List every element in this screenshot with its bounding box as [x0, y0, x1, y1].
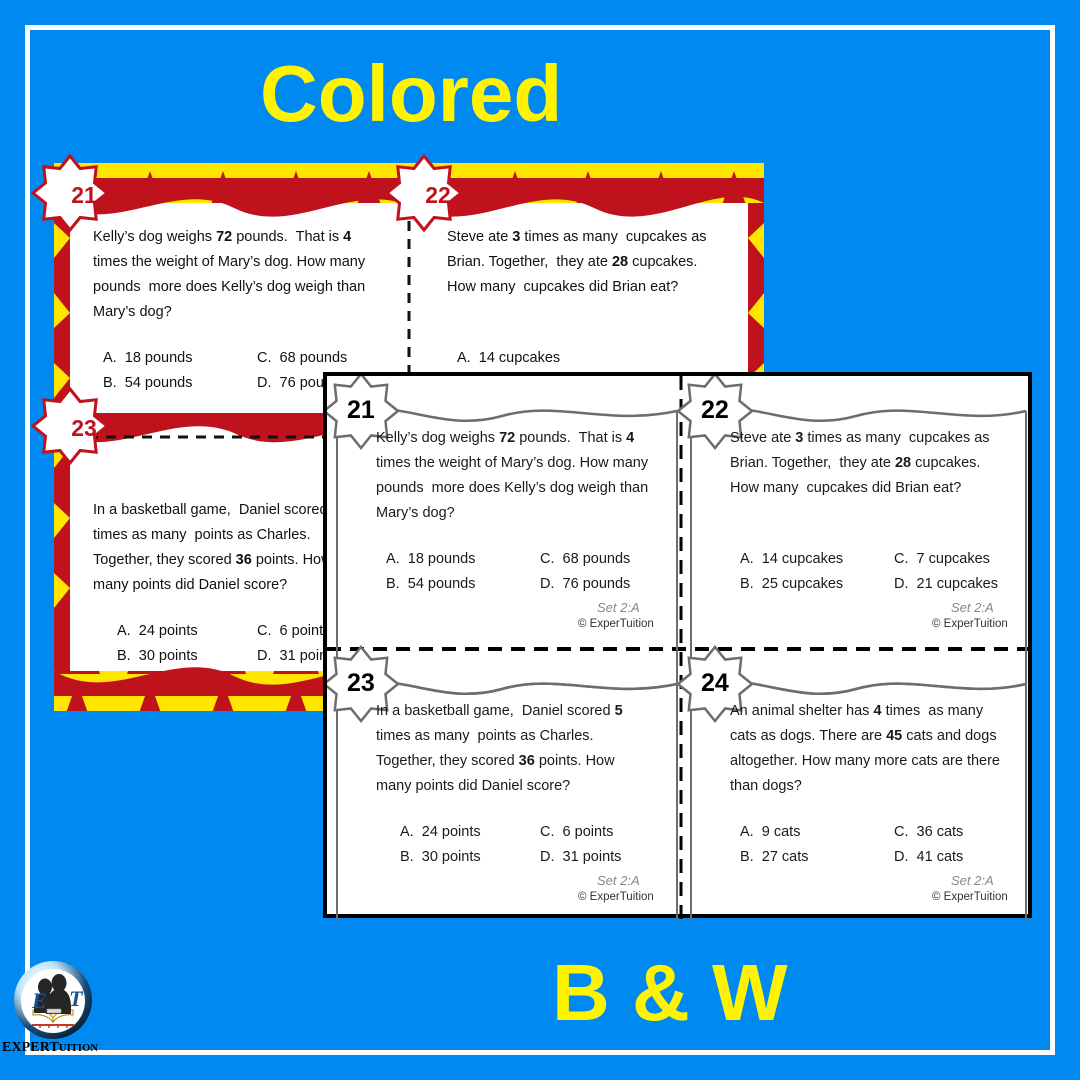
svg-text:T: T [69, 986, 84, 1011]
svg-text:E: E [31, 988, 47, 1013]
